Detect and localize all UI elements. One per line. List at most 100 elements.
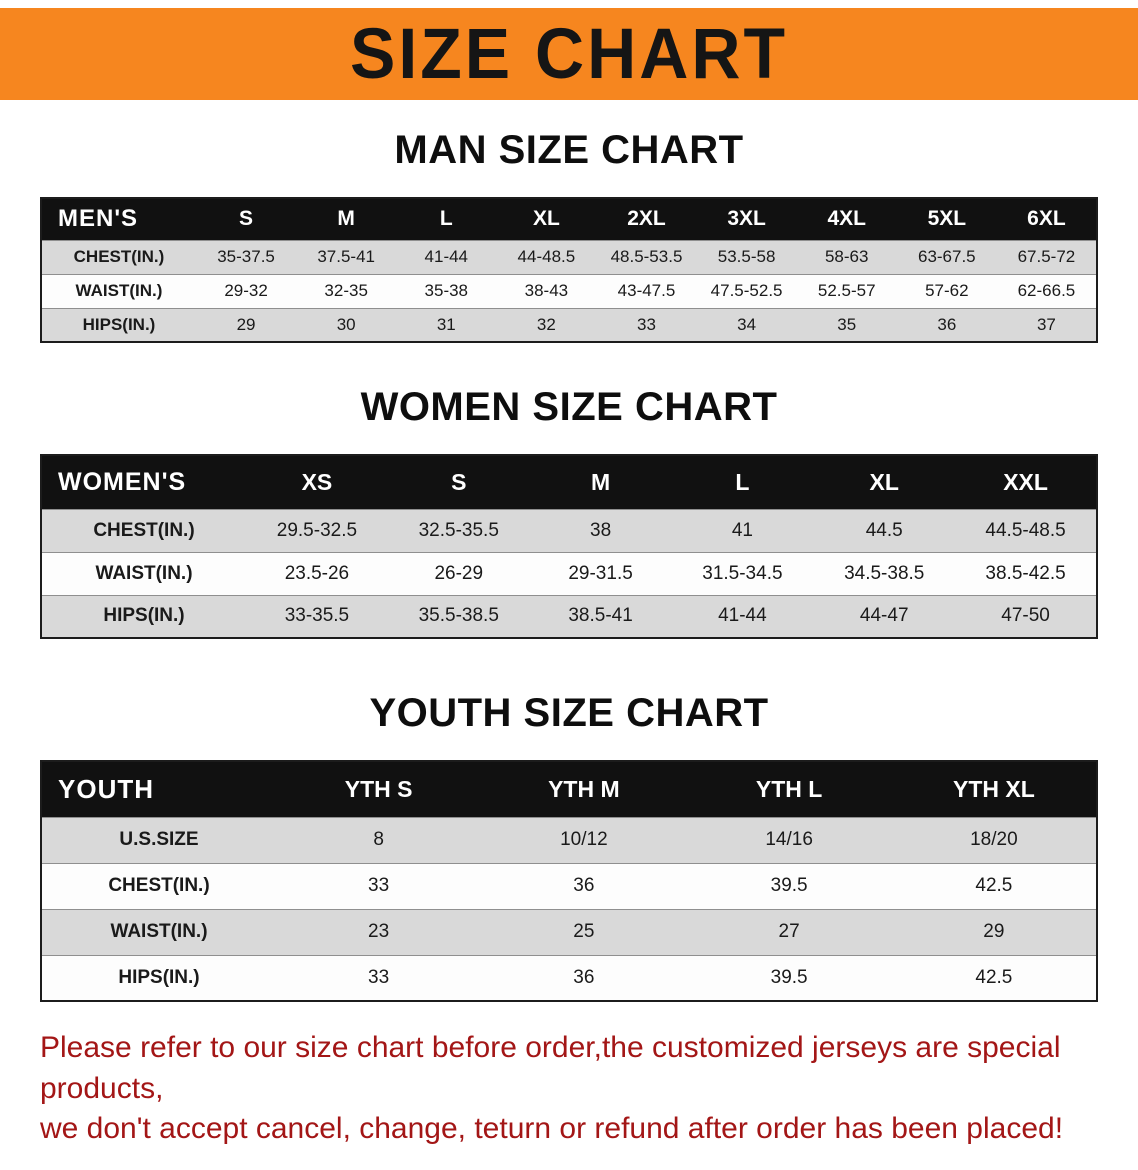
size-value-cell: 32.5-35.5: [418, 519, 499, 541]
size-value-cell: 35-38: [424, 281, 469, 300]
size-value-cell: 42.5: [975, 966, 1013, 988]
table-row: WAIST(IN.) 29-32 32-35 35-38 38-43 43-47.5 47.…: [41, 274, 1097, 308]
table-row: HIPS(IN.) 29 30 31 32 33 34 35 36 37: [41, 308, 1097, 342]
size-value-cell: 36: [937, 314, 957, 334]
youth-size-table: YOUTH YTH S YTH M YTH L YTH XL U.S.SIZE 8 10/12…: [40, 760, 1098, 1002]
row-label: WAIST(IN.): [95, 562, 193, 584]
size-value-cell: 37.5-41: [317, 247, 375, 266]
youth-size-section: YOUTH SIZE CHART YOUTH YTH S YTH M YTH L YTH…: [0, 691, 1138, 1002]
footer-disclaimer-line-2: we don't accept cancel, change, teturn o…: [40, 1112, 1064, 1145]
table-header-row: MEN'S S M L XL 2XL 3XL 4XL 5XL 6XL: [41, 198, 1097, 240]
size-value-cell: 36: [573, 966, 595, 988]
size-column-header: YTH S: [276, 761, 482, 817]
size-value-cell: 26-29: [434, 562, 484, 584]
size-value-cell: 35: [837, 314, 857, 334]
table-header-row: WOMEN'S XS S M L XL XXL: [41, 455, 1097, 509]
row-label: WAIST(IN.): [75, 281, 163, 300]
size-column-header: 2XL: [596, 198, 697, 240]
size-value-cell: 43-47.5: [617, 281, 676, 300]
size-column-header: YTH L: [686, 761, 892, 817]
size-value-cell: 29-31.5: [568, 562, 633, 584]
size-value-cell: 52.5-57: [817, 281, 876, 300]
size-column-header: M: [529, 455, 672, 509]
size-value-cell: 29.5-32.5: [276, 519, 358, 541]
size-column-header: 5XL: [896, 198, 997, 240]
size-value-cell: 29-32: [224, 281, 268, 300]
size-value-cell: 31: [436, 314, 456, 334]
size-column-header: XL: [496, 198, 597, 240]
banner-title: SIZE CHART: [350, 14, 788, 94]
women-section-heading: WOMEN SIZE CHART: [360, 385, 778, 429]
size-column-header: YTH XL: [891, 761, 1097, 817]
row-label: U.S.SIZE: [119, 829, 199, 850]
size-column-header: M: [296, 198, 397, 240]
row-label: HIPS(IN.): [118, 966, 200, 988]
size-value-cell: 23.5-26: [284, 562, 350, 584]
size-value-cell: 8: [373, 829, 384, 850]
row-label: HIPS(IN.): [82, 314, 156, 334]
size-value-cell: 41-44: [718, 605, 767, 627]
size-value-cell: 32: [536, 314, 556, 334]
row-label: HIPS(IN.): [103, 605, 185, 627]
men-size-table: MEN'S S M L XL 2XL 3XL 4XL 5XL 6XL CHEST(IN.) 35-37…: [40, 197, 1098, 343]
size-value-cell: 14/16: [765, 829, 813, 850]
size-value-cell: 31.5-34.5: [702, 562, 783, 584]
size-column-header: 3XL: [696, 198, 797, 240]
table-title: YOUTH: [41, 761, 276, 817]
size-value-cell: 37: [1036, 314, 1056, 334]
size-column-header: XL: [813, 455, 956, 509]
size-value-cell: 53.5-58: [717, 247, 776, 266]
row-label: CHEST(IN.): [93, 519, 195, 541]
size-column-header: S: [196, 198, 297, 240]
size-value-cell: 48.5-53.5: [610, 247, 683, 266]
size-column-header: XXL: [955, 455, 1097, 509]
size-value-cell: 35-37.5: [217, 247, 275, 266]
table-row: CHEST(IN.) 29.5-32.5 32.5-35.5 38 41 44.5 44.5…: [41, 509, 1097, 552]
size-value-cell: 36: [573, 875, 595, 896]
size-column-header: 6XL: [996, 198, 1097, 240]
size-value-cell: 33-35.5: [284, 605, 350, 627]
size-value-cell: 35.5-38.5: [418, 605, 499, 627]
row-label: CHEST(IN.): [73, 247, 165, 266]
size-column-header: S: [387, 455, 530, 509]
women-size-section: WOMEN SIZE CHART WOMEN'S XS S M L XL XXL CHEST(…: [0, 385, 1138, 639]
size-value-cell: 62-66.5: [1017, 281, 1076, 300]
table-title: MEN'S: [41, 198, 196, 240]
size-value-cell: 29: [983, 921, 1005, 942]
men-section-heading: MAN SIZE CHART: [394, 128, 744, 172]
size-value-cell: 44.5: [865, 519, 903, 541]
size-column-header: XS: [246, 455, 388, 509]
size-value-cell: 34: [737, 314, 757, 334]
size-value-cell: 67.5-72: [1017, 247, 1076, 266]
size-value-cell: 44-47: [859, 605, 909, 627]
table-row: CHEST(IN.) 33 36 39.5 42.5: [41, 863, 1097, 909]
men-size-section: MAN SIZE CHART MEN'S S M L XL 2XL 3XL 4XL 5XL 6XL…: [0, 128, 1138, 343]
footer-disclaimer: Please refer to our size chart before or…: [40, 1028, 1118, 1150]
size-value-cell: 57-62: [925, 281, 969, 300]
size-column-header: L: [396, 198, 497, 240]
size-column-header: YTH M: [481, 761, 687, 817]
size-value-cell: 33: [637, 314, 656, 334]
table-row: WAIST(IN.) 23.5-26 26-29 29-31.5 31.5-34.5 34…: [41, 552, 1097, 595]
size-value-cell: 18/20: [970, 829, 1018, 850]
table-row: CHEST(IN.) 35-37.5 37.5-41 41-44 44-48.5 48.5…: [41, 240, 1097, 274]
size-column-header: 4XL: [796, 198, 897, 240]
size-value-cell: 58-63: [824, 247, 869, 266]
table-title: WOMEN'S: [41, 455, 246, 509]
row-label: WAIST(IN.): [110, 921, 208, 942]
size-column-header: L: [671, 455, 814, 509]
size-value-cell: 34.5-38.5: [844, 562, 925, 584]
size-value-cell: 38-43: [524, 281, 569, 300]
size-value-cell: 27: [778, 921, 800, 942]
size-chart-banner: SIZE CHART: [0, 8, 1138, 100]
size-value-cell: 33: [368, 875, 390, 896]
size-value-cell: 29: [236, 314, 256, 334]
size-value-cell: 32-35: [324, 281, 368, 300]
size-value-cell: 23: [368, 921, 390, 942]
size-value-cell: 39.5: [770, 966, 808, 988]
footer-disclaimer-line-1: Please refer to our size chart before or…: [40, 1031, 1061, 1105]
size-value-cell: 44.5-48.5: [985, 519, 1066, 541]
size-value-cell: 25: [573, 921, 595, 942]
table-row: HIPS(IN.) 33 36 39.5 42.5: [41, 955, 1097, 1001]
table-row: WAIST(IN.) 23 25 27 29: [41, 909, 1097, 955]
